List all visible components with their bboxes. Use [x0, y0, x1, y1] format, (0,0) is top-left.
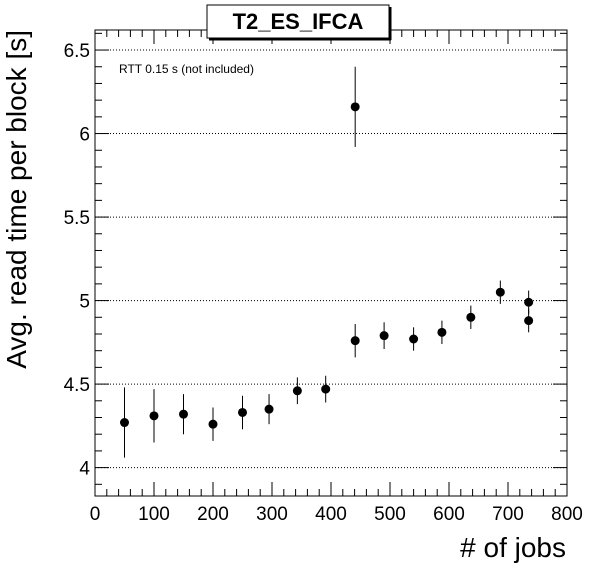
x-tick-label: 200 [197, 504, 229, 525]
x-tick-label: 600 [433, 504, 465, 525]
x-tick-label: 300 [256, 504, 288, 525]
x-tick-label: 0 [90, 504, 101, 525]
axes-layer: 4 4.5 5 5.5 6 6.5 0 100 200 300 400 500 600 700 800 [64, 30, 583, 525]
y-tick-label: 6 [79, 125, 90, 146]
chart-title-box: T2_ES_IFCA [206, 4, 392, 41]
y-tick-label: 4 [79, 459, 90, 480]
y-tick-label: 4.5 [64, 375, 90, 396]
data-point [120, 418, 129, 428]
data-point [208, 419, 218, 429]
data-point [321, 384, 331, 394]
data-point [350, 102, 360, 112]
y-axis-title: Avg. read time per block [s] [1, 30, 32, 369]
data-point [350, 336, 360, 346]
x-tick-label: 500 [374, 504, 406, 525]
data-point [179, 409, 188, 419]
x-tick-label: 700 [492, 504, 524, 525]
data-point [524, 297, 534, 307]
x-tick-label: 800 [551, 504, 583, 525]
data-point [495, 287, 505, 297]
grid-layer [95, 49, 567, 469]
data-point [409, 334, 419, 344]
annotation-text: RTT 0.15 s (not included) [119, 62, 254, 76]
data-point [524, 316, 534, 326]
x-axis-title: # of jobs [460, 532, 566, 563]
y-tick-label: 6.5 [64, 41, 90, 62]
plot-frame [94, 29, 568, 497]
data-point [379, 331, 389, 341]
x-tick-label: 400 [315, 504, 347, 525]
x-tick-label: 100 [138, 504, 170, 525]
marks-layer [120, 66, 534, 458]
data-point [292, 386, 302, 396]
title-box [206, 4, 390, 39]
y-tick-label: 5.5 [64, 208, 90, 229]
data-point [437, 327, 447, 337]
data-point [149, 411, 159, 421]
chart-title: T2_ES_IFCA [233, 9, 364, 34]
data-point [466, 312, 476, 322]
data-point [264, 404, 274, 414]
data-point [238, 407, 247, 417]
y-tick-label: 5 [79, 292, 90, 313]
